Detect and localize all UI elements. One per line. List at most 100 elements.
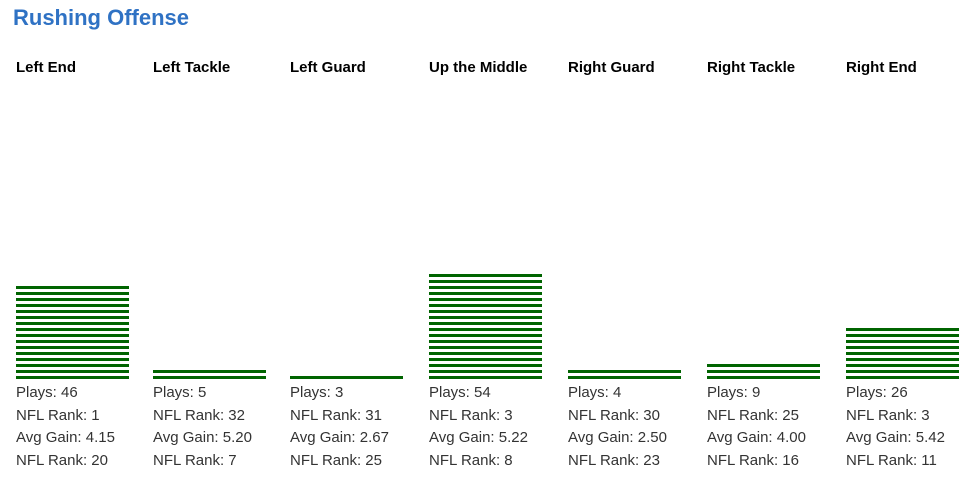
plays-text: Plays: 54 — [429, 384, 491, 401]
plays-text: Plays: 5 — [153, 384, 207, 401]
plays-text: Plays: 3 — [290, 384, 344, 401]
column-right-tackle: Right Tackle Plays: 9 NFL Rank: 25 Avg G… — [707, 0, 822, 490]
bar-stripe — [846, 376, 959, 379]
bar-stripe — [429, 370, 542, 373]
avg-gain-rank-text: NFL Rank: 20 — [16, 452, 108, 470]
bar — [568, 370, 681, 379]
bar-stripe — [16, 304, 129, 307]
bar — [290, 376, 403, 379]
bar-stripe — [846, 370, 959, 373]
column-header: Right Guard — [568, 59, 655, 76]
bar — [846, 328, 959, 379]
bar-stripe — [429, 334, 542, 337]
bar-stripe — [153, 376, 266, 379]
avg-gain-rank-text: NFL Rank: 7 — [153, 452, 237, 470]
bar-stripe — [16, 340, 129, 343]
bar-stripe — [16, 316, 129, 319]
avg-gain-text: Avg Gain: 5.22 — [429, 429, 528, 447]
avg-gain-text: Avg Gain: 5.20 — [153, 429, 252, 447]
column-header: Up the Middle — [429, 59, 528, 76]
bar-stripe — [568, 376, 681, 379]
bar-stripe — [707, 370, 820, 373]
column-left-guard: Left Guard Plays: 3 NFL Rank: 31 Avg Gai… — [290, 0, 405, 490]
bar-stripe — [429, 358, 542, 361]
bar-stripe — [429, 376, 542, 379]
bar-stripe — [429, 304, 542, 307]
bar-stripe — [429, 346, 542, 349]
bar-stripe — [846, 364, 959, 367]
column-stats: Plays: 46 NFL Rank: 1 Avg Gain: 4.15 NFL… — [16, 382, 115, 473]
plays-text: Plays: 4 — [568, 384, 622, 401]
plays-rank-text: NFL Rank: 25 — [707, 406, 799, 424]
bar — [153, 370, 266, 379]
bar-stripe — [290, 376, 403, 379]
plays-text: Plays: 9 — [707, 384, 761, 401]
bar-stripe — [429, 298, 542, 301]
avg-gain-text: Avg Gain: 4.15 — [16, 429, 115, 447]
bar-stripe — [16, 370, 129, 373]
bar-stripe — [846, 352, 959, 355]
column-header: Right End — [846, 59, 917, 76]
bar-stripe — [16, 358, 129, 361]
avg-gain-text: Avg Gain: 2.50 — [568, 429, 667, 447]
avg-gain-rank-text: NFL Rank: 11 — [846, 452, 937, 470]
bar-stripe — [16, 322, 129, 325]
bar — [429, 274, 542, 379]
bar-stripe — [429, 280, 542, 283]
column-stats: Plays: 54 NFL Rank: 3 Avg Gain: 5.22 NFL… — [429, 382, 528, 473]
bar-stripe — [16, 292, 129, 295]
avg-gain-rank-text: NFL Rank: 23 — [568, 452, 660, 470]
bar — [16, 286, 129, 379]
avg-gain-rank-text: NFL Rank: 16 — [707, 452, 799, 470]
bar-stripe — [846, 346, 959, 349]
column-left-end: Left End Plays: 46 NFL Rank: 1 Avg Gain:… — [16, 0, 131, 490]
bar-stripe — [16, 298, 129, 301]
column-up-the-middle: Up the Middle Plays: 54 NFL Rank: 3 Avg … — [429, 0, 544, 490]
column-left-tackle: Left Tackle Plays: 5 NFL Rank: 32 Avg Ga… — [153, 0, 268, 490]
column-stats: Plays: 26 NFL Rank: 3 Avg Gain: 5.42 NFL… — [846, 382, 945, 473]
chart-title: Rushing Offense — [13, 5, 190, 30]
plays-rank-text: NFL Rank: 3 — [846, 406, 930, 424]
bar-stripe — [16, 364, 129, 367]
bar-stripe — [429, 274, 542, 277]
bar-stripe — [429, 316, 542, 319]
bar-stripe — [16, 346, 129, 349]
plays-rank-text: NFL Rank: 3 — [429, 406, 513, 424]
bar-stripe — [16, 286, 129, 289]
column-header: Left Guard — [290, 59, 366, 76]
column-stats: Plays: 3 NFL Rank: 31 Avg Gain: 2.67 NFL… — [290, 382, 389, 473]
column-stats: Plays: 5 NFL Rank: 32 Avg Gain: 5.20 NFL… — [153, 382, 252, 473]
bar-stripe — [16, 310, 129, 313]
avg-gain-rank-text: NFL Rank: 8 — [429, 452, 513, 470]
avg-gain-text: Avg Gain: 5.42 — [846, 429, 945, 447]
bar-stripe — [707, 376, 820, 379]
plays-rank-text: NFL Rank: 1 — [16, 406, 100, 424]
column-stats: Plays: 4 NFL Rank: 30 Avg Gain: 2.50 NFL… — [568, 382, 667, 473]
column-header: Left End — [16, 59, 76, 76]
bar-stripe — [429, 328, 542, 331]
bar — [707, 364, 820, 379]
bar-stripe — [429, 364, 542, 367]
bar-stripe — [707, 364, 820, 367]
column-header: Left Tackle — [153, 59, 231, 76]
plays-text: Plays: 46 — [16, 384, 78, 401]
bar-stripe — [429, 322, 542, 325]
column-right-end: Right End Plays: 26 NFL Rank: 3 Avg Gain… — [846, 0, 961, 490]
column-stats: Plays: 9 NFL Rank: 25 Avg Gain: 4.00 NFL… — [707, 382, 806, 473]
bar-stripe — [846, 340, 959, 343]
plays-text: Plays: 26 — [846, 384, 908, 401]
plays-rank-text: NFL Rank: 32 — [153, 406, 245, 424]
plays-rank-text: NFL Rank: 30 — [568, 406, 660, 424]
avg-gain-text: Avg Gain: 2.67 — [290, 429, 389, 447]
bar-stripe — [846, 334, 959, 337]
bar-stripe — [429, 310, 542, 313]
column-right-guard: Right Guard Plays: 4 NFL Rank: 30 Avg Ga… — [568, 0, 683, 490]
bar-stripe — [16, 328, 129, 331]
bar-stripe — [568, 370, 681, 373]
plays-rank-text: NFL Rank: 31 — [290, 406, 382, 424]
avg-gain-rank-text: NFL Rank: 25 — [290, 452, 382, 470]
bar-stripe — [16, 376, 129, 379]
bar-stripe — [16, 334, 129, 337]
bar-stripe — [429, 292, 542, 295]
bar-stripe — [846, 358, 959, 361]
